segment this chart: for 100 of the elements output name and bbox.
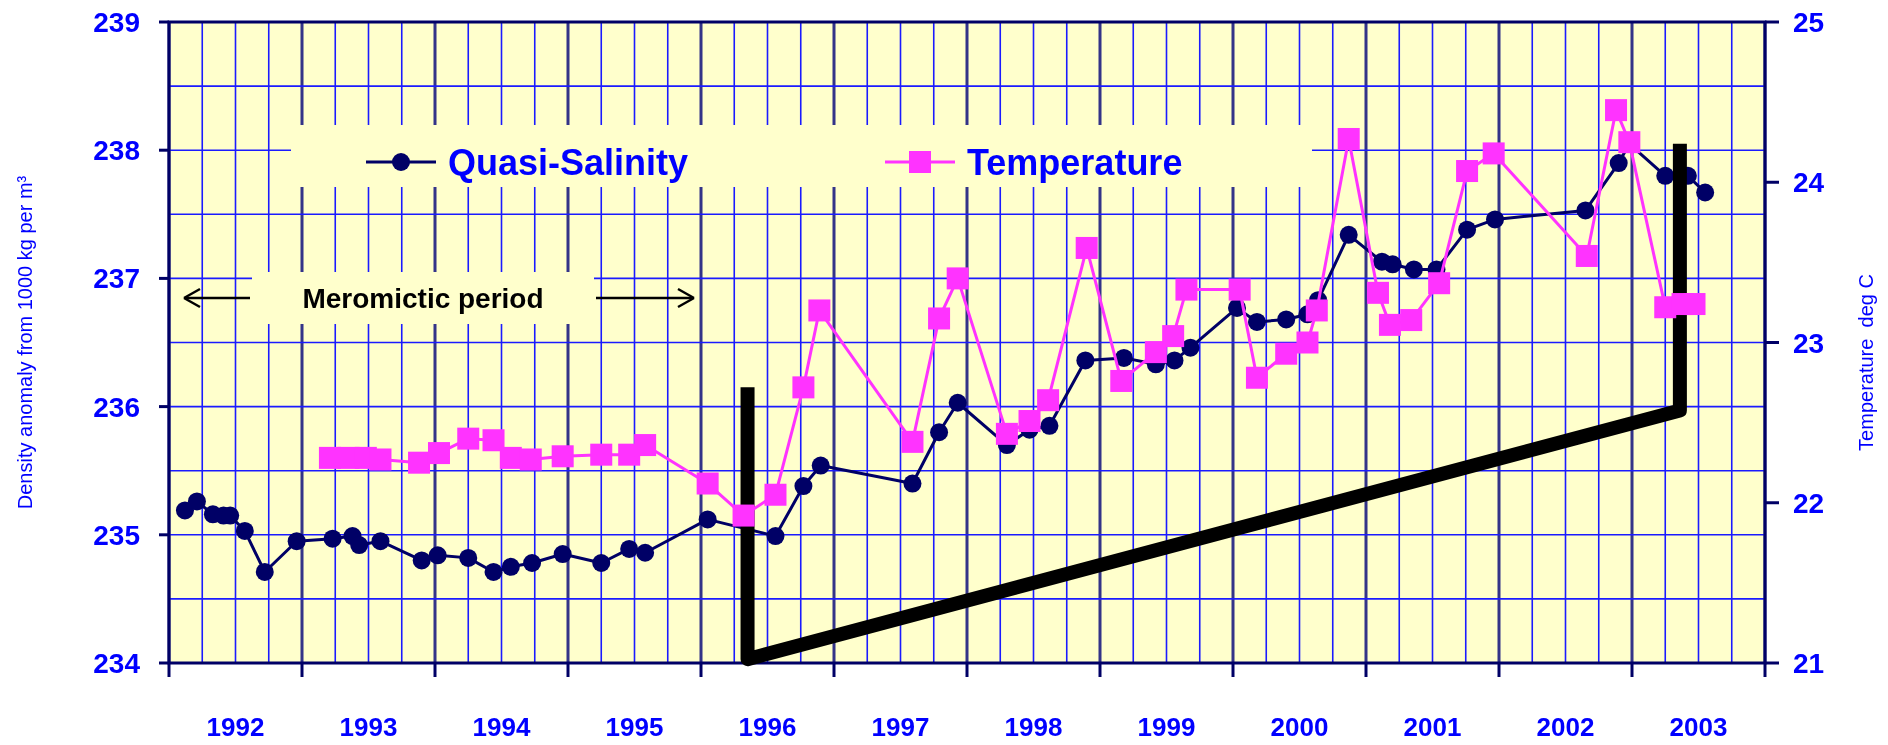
point (412, 551, 431, 570)
x-tick-label: 1998 (1004, 712, 1063, 742)
point (811, 456, 830, 475)
point (634, 434, 657, 457)
y2-axis-title: Temperature deg C (1855, 274, 1877, 451)
point (620, 539, 639, 558)
point (287, 532, 306, 551)
y2-tick-label: 25 (1793, 7, 1825, 38)
legend-label: Temperature (967, 142, 1183, 183)
point (323, 529, 342, 548)
point (482, 429, 505, 452)
point (1181, 338, 1200, 357)
y-tick-label: 239 (93, 7, 140, 38)
y-tick-label: 234 (93, 648, 141, 679)
point (255, 562, 274, 581)
point (1576, 201, 1595, 220)
point (1400, 309, 1423, 332)
point (636, 543, 655, 562)
y2-tick-label: 22 (1793, 487, 1825, 519)
x-tick-label: 2001 (1403, 712, 1462, 742)
point (1683, 293, 1706, 316)
point (1040, 416, 1059, 435)
point (1456, 160, 1479, 183)
point (1404, 260, 1423, 279)
y2-tick-label: 24 (1793, 167, 1825, 199)
y-tick-label: 236 (93, 391, 140, 423)
y-axis-title: Density anomaly from 1000 kg per m³ (14, 175, 36, 510)
point (1378, 313, 1401, 336)
point (1018, 410, 1041, 433)
point (946, 267, 969, 290)
point (1609, 154, 1628, 173)
point (235, 521, 254, 540)
point (696, 472, 719, 495)
point (1656, 166, 1675, 185)
x-tick-label: 1992 (206, 712, 265, 742)
point (1383, 255, 1402, 274)
point (519, 448, 542, 471)
point (948, 393, 967, 412)
point (1482, 142, 1505, 165)
point (1275, 342, 1298, 365)
point (1228, 278, 1251, 301)
point (408, 451, 431, 474)
point (1428, 272, 1451, 295)
point (187, 492, 206, 511)
point (499, 446, 522, 469)
point (1114, 348, 1133, 367)
x-tick-label: 1999 (1137, 712, 1196, 742)
point (1458, 220, 1477, 239)
point (1165, 351, 1184, 370)
point (698, 510, 717, 529)
x-tick-label: 1993 (339, 712, 398, 742)
y-tick-label: 238 (93, 135, 140, 167)
point (1144, 341, 1167, 364)
y-tick-label: 237 (93, 263, 140, 295)
point (1296, 331, 1319, 354)
point (1110, 369, 1133, 392)
y2-tick-label: 23 (1793, 327, 1825, 359)
point (427, 442, 450, 465)
point (732, 504, 755, 527)
point (1175, 278, 1198, 301)
point (350, 536, 369, 555)
point (523, 554, 542, 572)
y-tick-label: 235 (93, 519, 140, 551)
point (764, 483, 787, 506)
x-tick-label: 1994 (472, 712, 531, 742)
point (1075, 236, 1098, 259)
point (590, 443, 613, 466)
point (928, 307, 951, 330)
point (792, 376, 815, 399)
point (459, 548, 478, 567)
point (1696, 183, 1715, 202)
y2-tick-label: 21 (1793, 648, 1825, 679)
point (484, 562, 503, 581)
point (1037, 389, 1060, 412)
x-tick-label: 1995 (605, 712, 664, 742)
point (903, 474, 922, 493)
point (901, 430, 924, 453)
point (592, 554, 611, 572)
point (369, 448, 392, 471)
x-tick-label: 1997 (871, 712, 930, 742)
point (175, 501, 194, 520)
point (371, 532, 390, 551)
point (1605, 99, 1628, 122)
point (428, 546, 447, 565)
point (457, 427, 480, 450)
legend-label: Quasi-Salinity (448, 142, 689, 183)
point (1247, 312, 1266, 331)
point (1305, 299, 1328, 322)
point (1162, 325, 1185, 348)
point (501, 557, 520, 576)
point (995, 422, 1018, 445)
x-tick-label: 2002 (1536, 712, 1595, 742)
point (1337, 127, 1360, 150)
point (1277, 310, 1296, 329)
point (1339, 225, 1358, 244)
point (553, 545, 572, 564)
point (930, 423, 949, 442)
x-tick-label: 2003 (1669, 712, 1728, 742)
point (551, 445, 574, 468)
x-tick-label: 1996 (738, 712, 797, 742)
